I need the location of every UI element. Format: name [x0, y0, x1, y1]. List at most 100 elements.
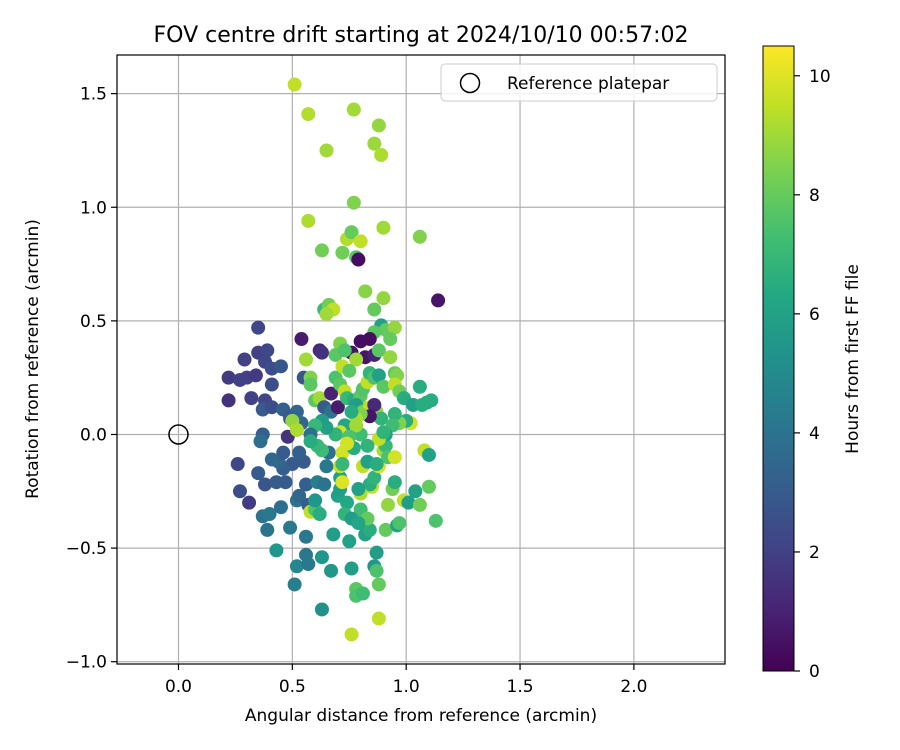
data-point — [289, 559, 304, 574]
x-tick-label: 1.5 — [507, 677, 534, 697]
data-point — [242, 495, 257, 510]
colorbar-tick-label: 0 — [809, 662, 820, 682]
data-point — [353, 234, 368, 249]
data-point — [387, 450, 402, 465]
chart-title: FOV centre drift starting at 2024/10/10 … — [154, 23, 689, 48]
data-point — [369, 545, 384, 560]
data-point — [260, 343, 275, 358]
y-axis-ticks: −1.0 −0.5 0.0 0.5 1.0 1.5 — [66, 85, 117, 673]
data-point — [376, 220, 391, 235]
data-point — [351, 516, 366, 531]
data-point — [319, 143, 334, 158]
data-point — [369, 563, 384, 578]
colorbar-tick-label: 10 — [809, 67, 831, 87]
data-point — [362, 522, 377, 537]
colorbar-gradient — [762, 45, 795, 672]
data-point — [324, 563, 339, 578]
data-point — [360, 438, 375, 453]
data-point — [237, 352, 252, 367]
y-tick-label: 1.0 — [80, 198, 107, 218]
data-point — [367, 470, 382, 485]
data-point — [248, 368, 263, 383]
data-point — [339, 495, 354, 510]
data-point — [264, 377, 279, 392]
data-point — [324, 386, 339, 401]
data-point — [358, 284, 373, 299]
x-axis-ticks: 0.0 0.5 1.0 1.5 2.0 — [165, 664, 647, 697]
data-point — [424, 393, 439, 408]
data-point — [299, 477, 314, 492]
data-point — [292, 445, 307, 460]
data-point — [317, 477, 332, 492]
data-point — [319, 459, 334, 474]
data-point — [308, 493, 323, 508]
plot-frame — [116, 54, 726, 665]
data-point — [408, 484, 423, 499]
data-point — [344, 561, 359, 576]
data-point — [301, 557, 316, 572]
legend: Reference platepar — [440, 63, 718, 102]
data-point — [294, 332, 309, 347]
data-point — [264, 400, 279, 415]
data-point — [387, 475, 402, 490]
data-point — [392, 516, 407, 531]
data-point — [330, 400, 345, 415]
data-point — [232, 372, 247, 387]
data-point — [269, 543, 284, 558]
x-tick-label: 2.0 — [620, 677, 647, 697]
x-tick-label: 0.5 — [279, 677, 306, 697]
data-point — [346, 102, 361, 117]
data-point — [278, 475, 293, 490]
data-point — [421, 479, 436, 494]
data-point — [232, 484, 247, 499]
colorbar-tick-label: 8 — [809, 186, 820, 206]
data-point — [355, 586, 370, 601]
x-tick-label: 0.0 — [165, 677, 192, 697]
data-point — [374, 147, 389, 162]
data-point — [221, 370, 236, 385]
data-point — [253, 434, 268, 449]
data-point — [412, 229, 427, 244]
data-point — [289, 422, 304, 437]
data-point — [371, 577, 386, 592]
data-point — [383, 350, 398, 365]
data-point — [335, 457, 350, 472]
reference-platepar-marker — [168, 424, 189, 445]
data-point — [260, 522, 275, 537]
y-tick-label: 0.0 — [80, 425, 107, 445]
data-point — [371, 343, 386, 358]
y-axis-label: Rotation from reference (arcmin) — [23, 219, 43, 499]
data-point — [287, 77, 302, 92]
data-point — [351, 482, 366, 497]
data-point — [367, 136, 382, 151]
data-point — [376, 291, 391, 306]
colorbar: 0 2 4 6 8 10 Hours from first FF file — [762, 45, 863, 682]
data-point — [342, 534, 357, 549]
data-point — [401, 495, 416, 510]
data-point — [251, 320, 266, 335]
data-point — [380, 497, 395, 512]
data-point — [314, 550, 329, 565]
data-point — [273, 500, 288, 515]
y-tick-label: −1.0 — [66, 653, 107, 673]
grid — [117, 55, 725, 664]
data-point — [351, 252, 366, 267]
data-point — [303, 434, 318, 449]
data-point — [337, 343, 352, 358]
colorbar-tick-label: 4 — [809, 424, 820, 444]
data-point — [387, 407, 402, 422]
y-tick-label: −0.5 — [66, 539, 107, 559]
data-point — [221, 393, 236, 408]
data-point — [326, 527, 341, 542]
data-point — [367, 302, 382, 317]
data-point — [378, 522, 393, 537]
data-point — [412, 497, 427, 512]
data-point — [299, 529, 314, 544]
data-point — [251, 466, 266, 481]
colorbar-label: Hours from first FF file — [843, 264, 863, 454]
data-point — [344, 404, 359, 419]
data-point — [371, 611, 386, 626]
data-point — [371, 368, 386, 383]
data-point — [312, 507, 327, 522]
data-point — [412, 379, 427, 394]
